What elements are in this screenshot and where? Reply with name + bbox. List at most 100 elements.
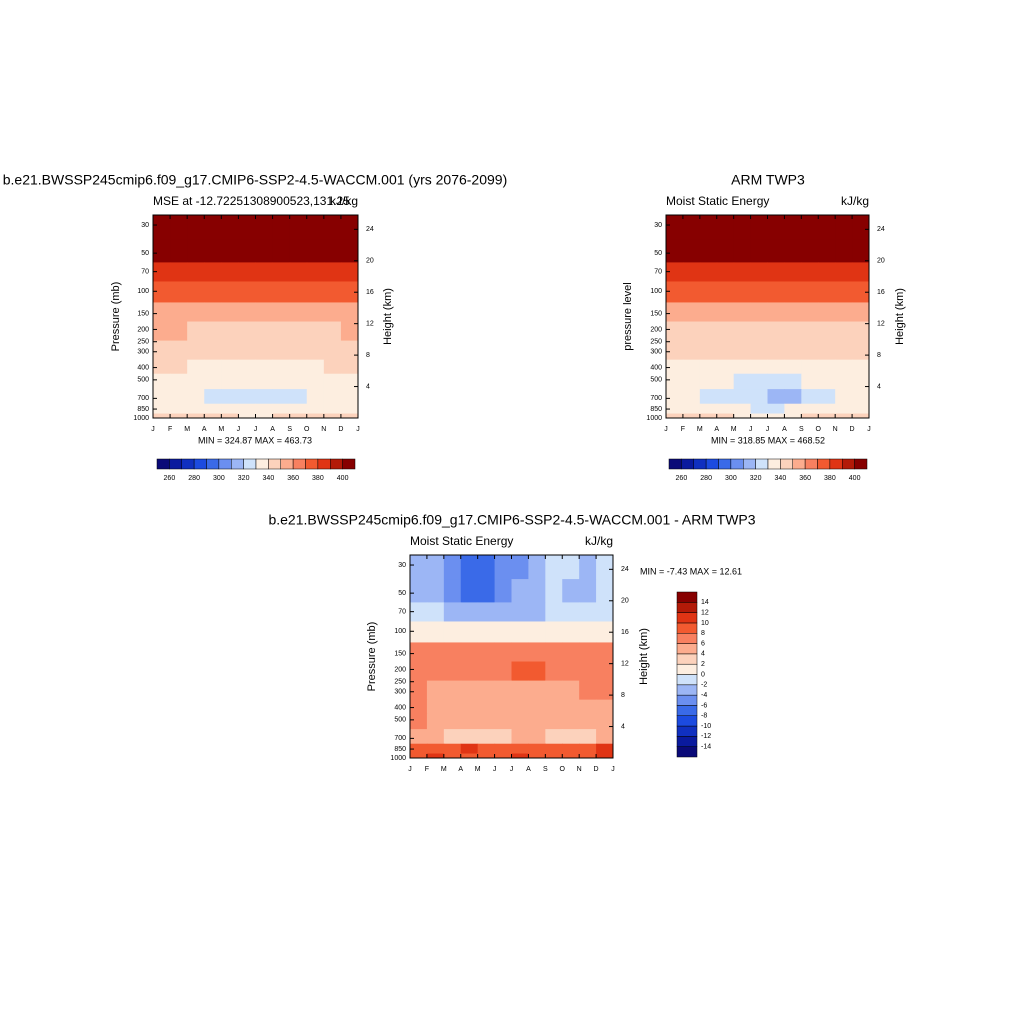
x-tick-label: J	[151, 426, 155, 433]
contour-cell	[767, 403, 785, 415]
contour-cell	[443, 729, 462, 745]
colorbar-box	[780, 458, 793, 470]
contour-cell	[666, 281, 684, 303]
contour-cell	[221, 359, 239, 375]
colorbar-box	[743, 458, 756, 470]
colorbar-box	[842, 458, 855, 470]
contour-cell	[443, 661, 462, 682]
contour-cell	[238, 215, 256, 240]
contour-cell	[852, 359, 870, 375]
contour-cell	[170, 359, 188, 375]
colorbar-label: -10	[701, 723, 711, 730]
x-tick-label: J	[408, 766, 412, 773]
contour-cell	[494, 602, 512, 622]
colorbar-box	[292, 458, 306, 470]
contour-cell	[666, 413, 684, 419]
y2-tick-label: 24	[877, 226, 885, 233]
contour-cell	[511, 579, 529, 603]
contour-cell	[733, 340, 752, 361]
chart-title: b.e21.BWSSP245cmip6.f09_g17.CMIP6-SSP2-4…	[268, 512, 755, 528]
contour-cell	[596, 661, 614, 682]
colorbar-label: -14	[701, 744, 711, 751]
contour-cell	[835, 359, 853, 375]
contour-cell	[545, 699, 563, 715]
contour-cell	[170, 215, 188, 240]
contour-cell	[596, 642, 614, 663]
contour-cell	[545, 642, 563, 663]
contour-cell	[596, 602, 614, 622]
contour-cell	[238, 340, 256, 361]
contour-cell	[733, 321, 752, 342]
contour-cell	[306, 239, 325, 263]
contour-cell	[340, 302, 359, 323]
stats: MIN = 324.87 MAX = 463.73	[198, 435, 312, 445]
colorbar-label: 6	[701, 640, 705, 647]
contour-cell	[767, 413, 785, 419]
y2-tick-label: 4	[366, 383, 370, 390]
colorbar-box	[206, 458, 220, 470]
contour-cell	[750, 281, 768, 303]
colorbar-label: -6	[701, 702, 707, 709]
contour-cell	[289, 262, 308, 282]
y-tick-label: 200	[650, 326, 662, 333]
contour-cell	[340, 340, 359, 361]
colorbar-box	[676, 622, 698, 634]
colorbar-box	[255, 458, 269, 470]
contour-cell	[410, 579, 428, 603]
contour-cell	[238, 389, 256, 405]
x-tick-label: S	[799, 426, 804, 433]
colorbar-label: 280	[700, 475, 712, 482]
contour-cell	[340, 321, 359, 342]
y-tick-label: 50	[398, 590, 406, 597]
colorbar-box	[693, 458, 707, 470]
contour-cell	[410, 555, 428, 580]
contour-cell	[477, 713, 496, 730]
contour-cell	[699, 262, 718, 282]
y2-tick-label: 4	[877, 383, 881, 390]
colorbar-box	[676, 694, 698, 706]
contour-cell	[835, 389, 853, 405]
contour-cell	[835, 321, 853, 342]
colorbar-box	[767, 458, 781, 470]
contour-cell	[596, 713, 614, 730]
x-tick-label: J	[611, 766, 615, 773]
contour-cell	[733, 215, 752, 240]
contour-cell	[272, 340, 291, 361]
contour-cell	[255, 359, 274, 375]
contour-cell	[666, 373, 684, 390]
contour-cell	[750, 321, 768, 342]
contour-cell	[835, 413, 853, 419]
contour-cell	[255, 413, 274, 419]
x-tick-label: J	[254, 426, 258, 433]
contour-cell	[801, 389, 819, 405]
colorbar-box	[817, 458, 831, 470]
contour-cell	[818, 389, 836, 405]
contour-cell	[204, 321, 222, 342]
contour-cell	[682, 389, 701, 405]
contour-cell	[477, 743, 496, 755]
contour-cell	[255, 281, 274, 303]
contour-cell	[272, 239, 291, 263]
contour-cell	[767, 373, 785, 390]
y-tick-label: 100	[650, 288, 662, 295]
contour-cell	[426, 699, 445, 715]
y-tick-label: 1000	[390, 755, 406, 762]
colorbar-box	[730, 458, 744, 470]
contour-cell	[579, 729, 597, 745]
contour-cell	[818, 403, 836, 415]
contour-cell	[545, 602, 563, 622]
contour-cell	[204, 373, 222, 390]
y-tick-label: 700	[137, 395, 149, 402]
y-tick-label: 250	[394, 679, 406, 686]
contour-cell	[340, 359, 359, 375]
y-tick-label: 300	[137, 349, 149, 356]
contour-cell	[666, 321, 684, 342]
contour-cell	[699, 215, 718, 240]
contour-cell	[511, 699, 529, 715]
contour-cell	[716, 389, 735, 405]
contour-cell	[426, 713, 445, 730]
contour-cell	[852, 262, 870, 282]
contour-cell	[204, 403, 222, 415]
chart-title: ARM TWP3	[731, 172, 805, 188]
contour-cell	[204, 389, 222, 405]
